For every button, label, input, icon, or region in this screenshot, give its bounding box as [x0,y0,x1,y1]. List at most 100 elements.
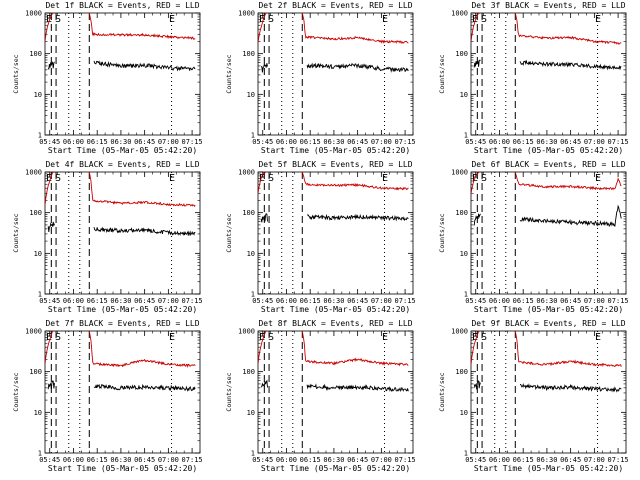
eclipse-start-marker: E [382,14,388,25]
x-tick-label: 07:15 [608,456,629,464]
y-tick-label: 1 [251,132,255,140]
panel-title: Det 6f BLACK = Events, RED = LLD [471,160,625,169]
y-axis-title: Counts/sec [12,213,20,252]
events-series-line [260,213,409,223]
x-tick-label: 06:45 [560,456,581,464]
events-series-line [473,204,622,228]
y-axis-title: Counts/sec [438,213,446,252]
x-tick-label: 07:00 [158,456,179,464]
x-tick-label: 06:45 [134,138,155,146]
y-tick-label: 100 [29,368,42,376]
plot-frame [257,12,414,136]
x-tick-label: 06:30 [536,138,557,146]
y-axis-title: Counts/sec [438,54,446,93]
y-tick-label: 1 [464,132,468,140]
x-tick-label: 06:30 [323,297,344,305]
plot-frame [44,171,201,295]
y-tick-label: 1000 [25,169,42,177]
x-tick-label: 07:15 [608,297,629,305]
eclipse-start-marker: E [169,332,175,343]
panel-det-2: Det 2f BLACK = Events, RED = LLD 1 10 100 10… [225,1,416,155]
events-series-line [473,59,622,71]
x-tick-label: 06:15 [513,456,534,464]
panel-det-1: Det 1f BLACK = Events, RED = LLD 1 10 100 10… [12,1,203,155]
panel-title: Det 1f BLACK = Events, RED = LLD [45,1,199,10]
y-tick-label: 1000 [238,10,255,18]
y-tick-label: 1 [38,132,42,140]
eclipse-end-marker: E [259,14,265,25]
panel-det-7: Det 7f BLACK = Events, RED = LLD 1 10 100 10… [12,319,203,473]
x-axis-title: Start Time (05-Mar-05 05:42:20) [474,464,623,473]
x-tick-label: 06:45 [134,456,155,464]
panel-title: Det 5f BLACK = Events, RED = LLD [258,160,412,169]
x-tick-label: 05:45 [465,297,486,305]
x-tick-label: 06:15 [300,297,321,305]
x-tick-label: 07:15 [182,297,203,305]
y-tick-label: 100 [242,50,255,58]
y-tick-label: 1 [464,291,468,299]
x-tick-label: 07:15 [182,456,203,464]
y-tick-label: 1 [251,450,255,458]
panel-det-6: Det 6f BLACK = Events, RED = LLD 1 10 100 10… [438,160,629,314]
x-tick-label: 06:15 [513,297,534,305]
x-tick-label: 06:00 [489,297,510,305]
eclipse-start-marker: E [382,173,388,184]
panel-det-9: Det 9f BLACK = Events, RED = LLD 1 10 100 10… [438,319,629,473]
x-axis-title: Start Time (05-Mar-05 05:42:20) [48,146,197,155]
x-tick-label: 07:00 [158,297,179,305]
y-axis-title: Counts/sec [225,213,233,252]
panel-det-3: Det 3f BLACK = Events, RED = LLD 1 10 100 10… [438,1,629,155]
x-tick-label: 07:15 [395,138,416,146]
y-tick-label: 100 [242,209,255,217]
saa-start-marker: S [55,14,61,25]
x-tick-label: 07:00 [584,456,605,464]
y-tick-label: 1000 [451,169,468,177]
x-tick-label: 07:00 [584,138,605,146]
x-axis-title: Start Time (05-Mar-05 05:42:20) [261,305,410,314]
x-tick-label: 06:00 [276,456,297,464]
y-tick-label: 1000 [25,10,42,18]
x-tick-label: 06:00 [489,456,510,464]
y-tick-label: 1 [251,291,255,299]
plot-frame [470,12,627,136]
y-axis-title: Counts/sec [225,372,233,411]
x-tick-label: 06:15 [513,138,534,146]
eclipse-end-marker: E [472,14,478,25]
x-tick-label: 05:45 [252,456,273,464]
x-tick-label: 05:45 [465,456,486,464]
x-tick-label: 07:15 [395,297,416,305]
saa-start-marker: S [481,14,487,25]
panel-title: Det 7f BLACK = Events, RED = LLD [45,319,199,328]
x-tick-label: 07:00 [371,297,392,305]
y-tick-label: 100 [455,368,468,376]
x-axis-title: Start Time (05-Mar-05 05:42:20) [474,146,623,155]
lld-series-line [45,331,196,368]
y-tick-label: 10 [460,409,468,417]
y-tick-label: 10 [34,409,42,417]
x-tick-label: 05:45 [39,456,60,464]
panel-title: Det 2f BLACK = Events, RED = LLD [258,1,412,10]
eclipse-start-marker: E [169,14,175,25]
x-tick-label: 06:45 [560,138,581,146]
x-tick-label: 06:15 [300,456,321,464]
x-tick-label: 07:00 [158,138,179,146]
x-tick-label: 06:45 [347,456,368,464]
y-axis-title: Counts/sec [438,372,446,411]
x-tick-label: 07:15 [395,456,416,464]
y-tick-label: 1000 [25,328,42,336]
plot-frame [44,12,201,136]
x-tick-label: 06:45 [347,297,368,305]
x-tick-label: 05:45 [252,297,273,305]
plot-frame [470,171,627,295]
eclipse-end-marker: E [259,173,265,184]
events-series-line [47,221,196,236]
saa-start-marker: S [481,173,487,184]
x-tick-label: 05:45 [39,297,60,305]
y-tick-label: 100 [455,209,468,217]
x-tick-label: 06:00 [63,138,84,146]
eclipse-end-marker: E [46,173,52,184]
eclipse-end-marker: E [46,14,52,25]
y-tick-label: 100 [29,50,42,58]
x-tick-label: 07:15 [182,138,203,146]
